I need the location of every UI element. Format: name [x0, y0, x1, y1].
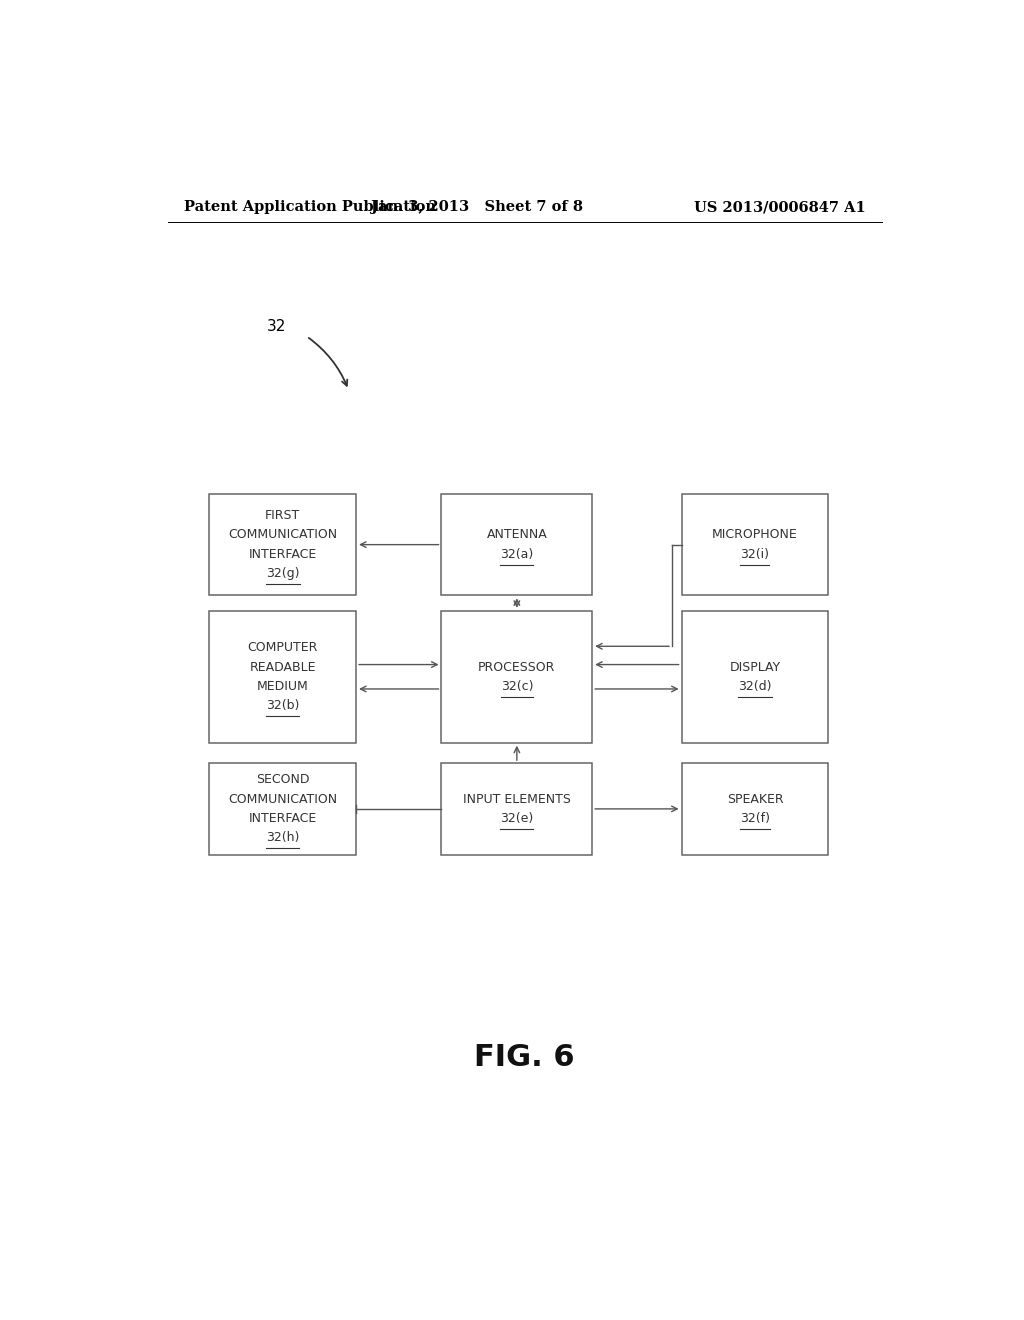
Text: INTERFACE: INTERFACE: [249, 812, 316, 825]
Text: COMPUTER: COMPUTER: [248, 642, 317, 655]
Text: FIG. 6: FIG. 6: [474, 1043, 575, 1072]
Text: US 2013/0006847 A1: US 2013/0006847 A1: [694, 201, 866, 214]
Text: SECOND: SECOND: [256, 774, 309, 787]
Text: 32: 32: [267, 318, 287, 334]
Text: 32(b): 32(b): [266, 700, 299, 713]
Bar: [682, 763, 828, 854]
Text: FIRST: FIRST: [265, 510, 300, 523]
Text: Jan. 3, 2013   Sheet 7 of 8: Jan. 3, 2013 Sheet 7 of 8: [371, 201, 584, 214]
Text: INPUT ELEMENTS: INPUT ELEMENTS: [463, 793, 570, 805]
Text: SPEAKER: SPEAKER: [727, 793, 783, 805]
Text: 32(c): 32(c): [501, 680, 534, 693]
Text: MEDIUM: MEDIUM: [257, 680, 308, 693]
Text: 32(a): 32(a): [501, 548, 534, 561]
Text: ANTENNA: ANTENNA: [486, 528, 547, 541]
Text: 32(g): 32(g): [266, 568, 299, 579]
Text: 32(f): 32(f): [740, 812, 770, 825]
Text: COMMUNICATION: COMMUNICATION: [228, 528, 337, 541]
Bar: [209, 494, 356, 595]
Text: 32(h): 32(h): [266, 832, 299, 845]
Bar: [441, 611, 592, 743]
Bar: [682, 494, 828, 595]
Bar: [682, 611, 828, 743]
Text: DISPLAY: DISPLAY: [729, 660, 780, 673]
Bar: [441, 763, 592, 854]
Text: COMMUNICATION: COMMUNICATION: [228, 793, 337, 805]
Text: Patent Application Publication: Patent Application Publication: [183, 201, 435, 214]
Bar: [209, 611, 356, 743]
Text: 32(i): 32(i): [740, 548, 769, 561]
Text: MICROPHONE: MICROPHONE: [712, 528, 798, 541]
Text: PROCESSOR: PROCESSOR: [478, 660, 556, 673]
Text: 32(d): 32(d): [738, 680, 772, 693]
Text: INTERFACE: INTERFACE: [249, 548, 316, 561]
Bar: [441, 494, 592, 595]
Text: READABLE: READABLE: [250, 660, 316, 673]
Bar: [209, 763, 356, 854]
Text: 32(e): 32(e): [501, 812, 534, 825]
